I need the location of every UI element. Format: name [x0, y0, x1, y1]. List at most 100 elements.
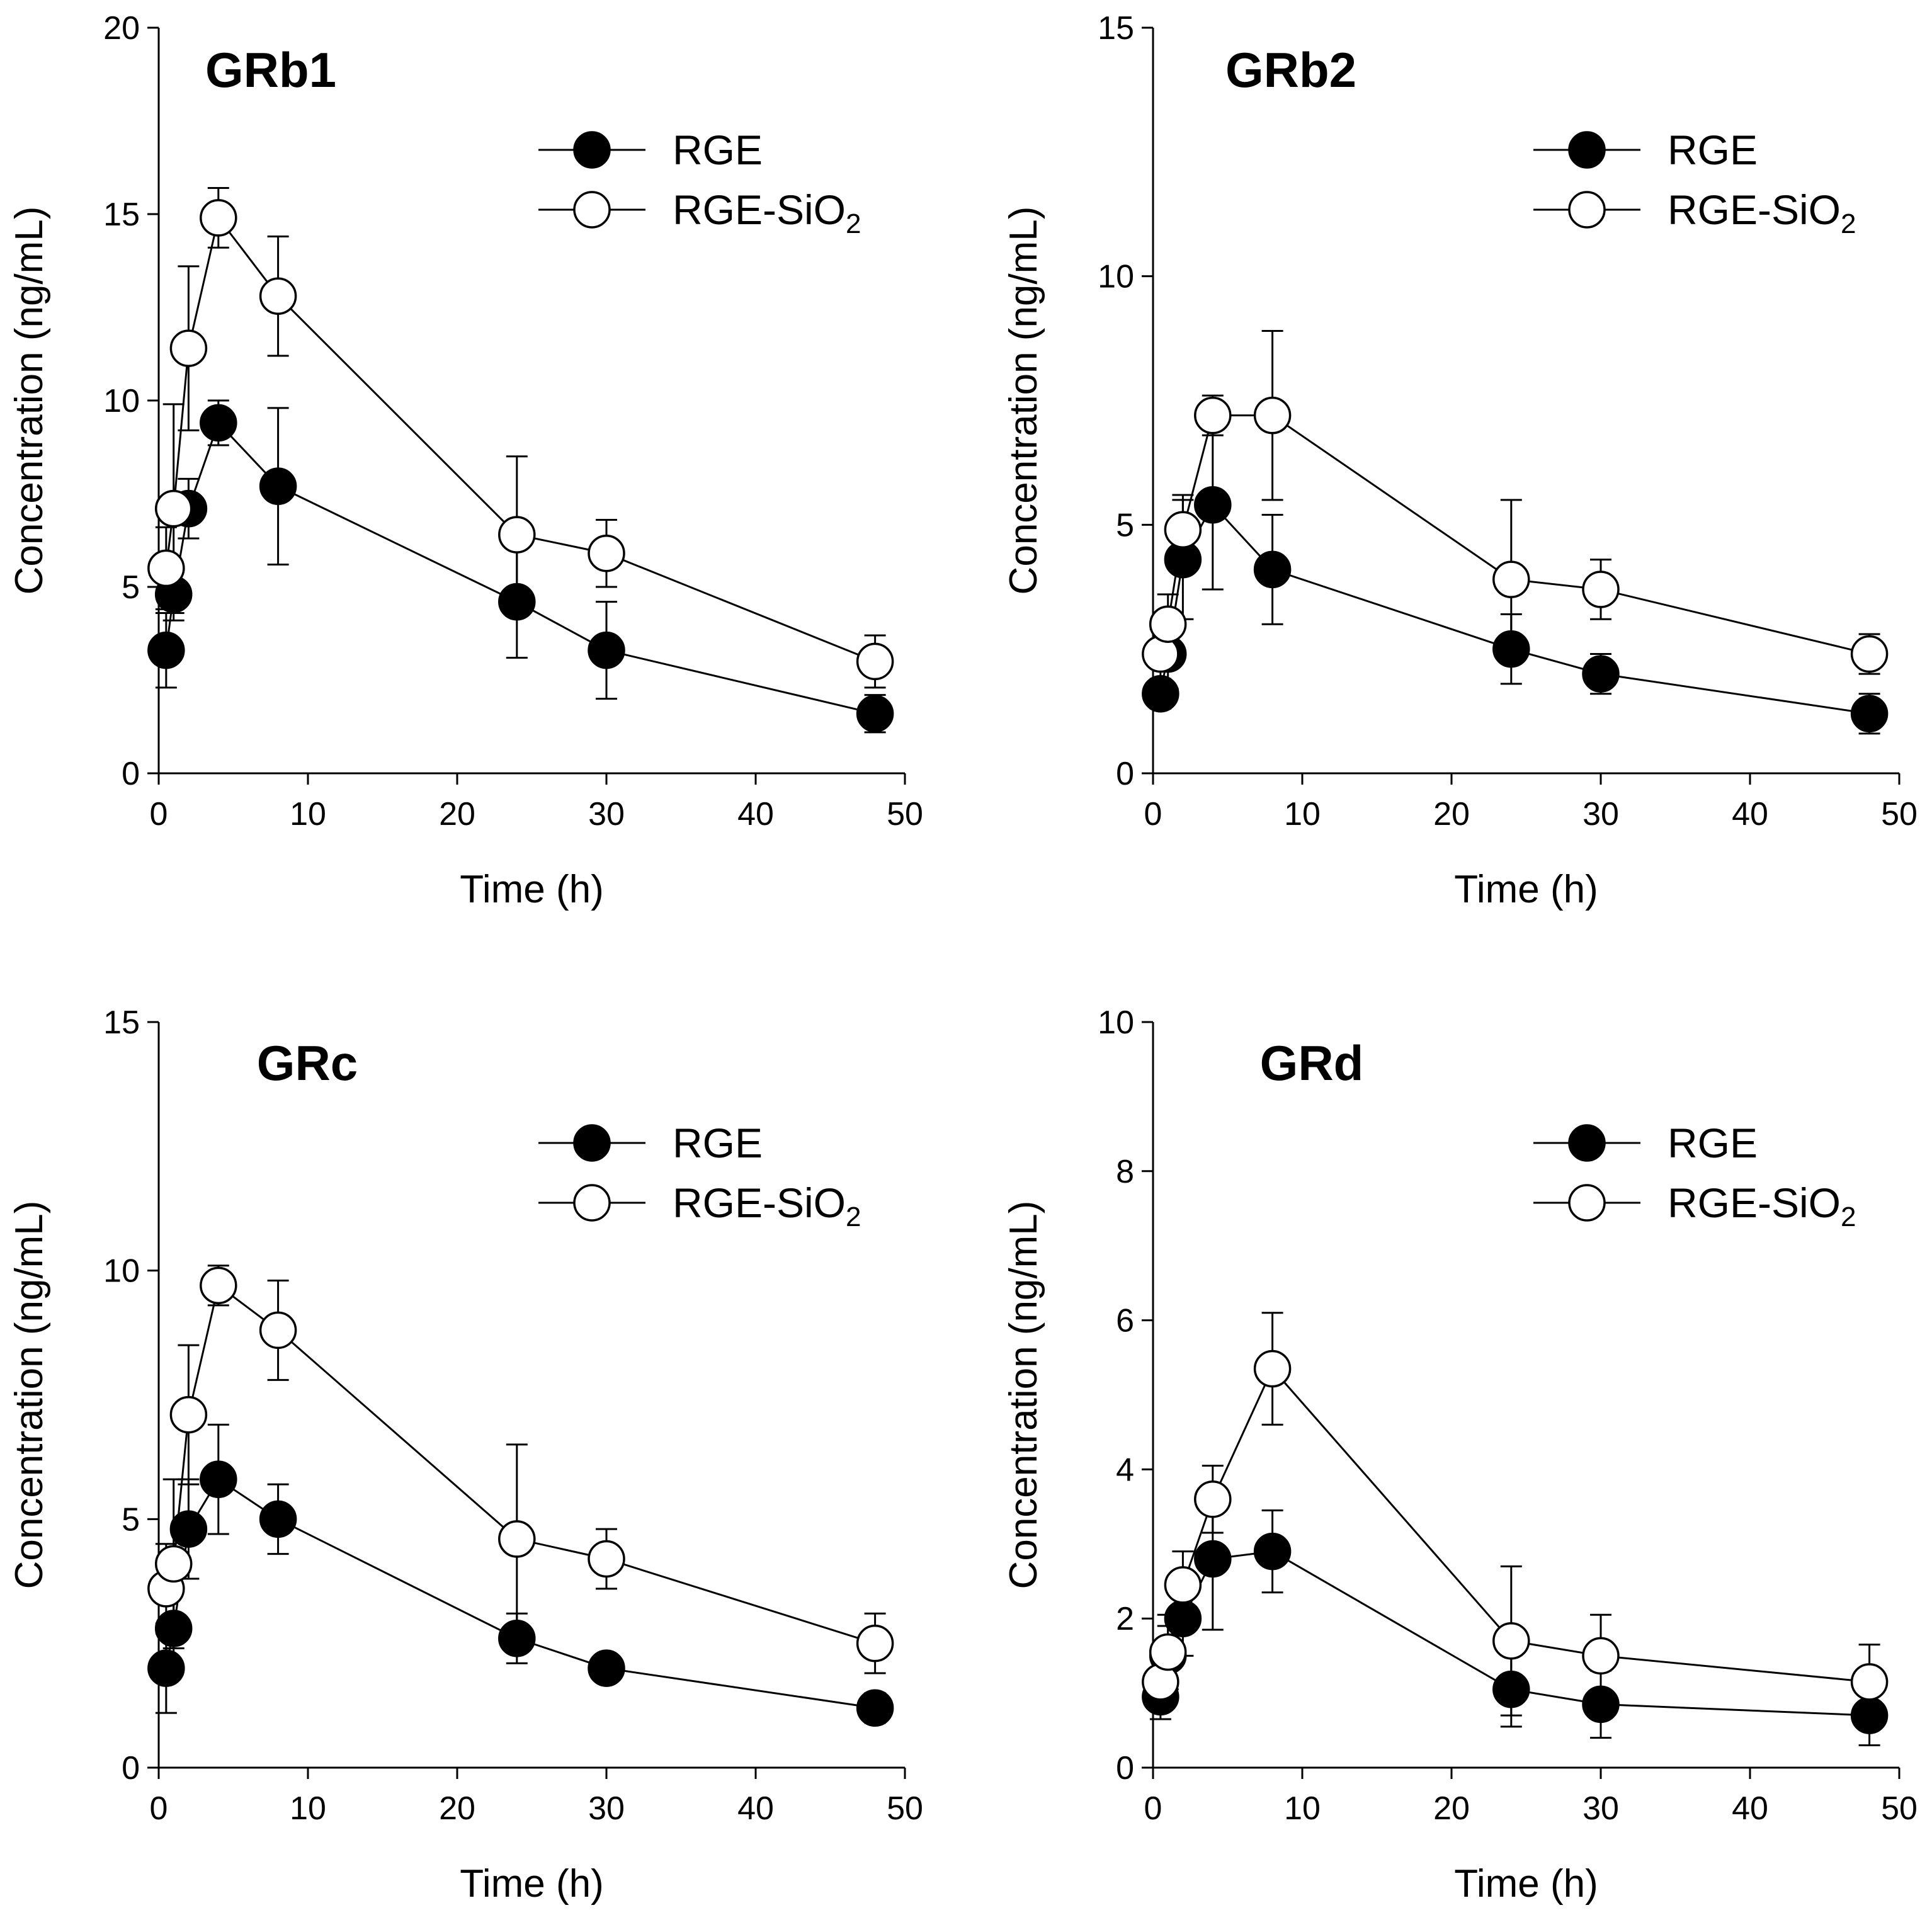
x-tick-label: 50 [1881, 796, 1918, 832]
legend-label-main: RGE [673, 1120, 763, 1166]
y-tick-label: 10 [1098, 259, 1134, 295]
legend-label-subscript: 2 [1841, 208, 1856, 239]
data-point [169, 1510, 208, 1548]
legend-label-main: RGE [673, 127, 763, 173]
data-point [856, 695, 894, 733]
legend-marker [573, 191, 611, 229]
x-tick-label: 20 [439, 1790, 475, 1827]
x-tick-label: 0 [150, 1790, 168, 1827]
x-axis-label: Time (h) [1454, 1862, 1598, 1906]
data-point [1142, 674, 1179, 713]
data-point [147, 631, 185, 669]
data-point [588, 534, 625, 572]
data-point [200, 1266, 237, 1305]
data-point [856, 1689, 894, 1727]
data-point [498, 516, 536, 554]
series-line [1159, 503, 1870, 715]
series-rge-sio2 [147, 1264, 894, 1674]
y-tick-label: 15 [103, 196, 140, 233]
x-tick-label: 20 [1433, 1790, 1470, 1827]
x-tick-label: 10 [1284, 1790, 1321, 1827]
x-tick-label: 0 [1144, 796, 1162, 832]
data-point [588, 1540, 625, 1578]
legend: RGE RGE-SiO2 [1533, 127, 1856, 239]
x-tick-label: 50 [887, 796, 923, 832]
chart-panel-grc: 0 10 20 30 40 50 0 5 10 15 Time (h) Concentration (… [8, 1004, 923, 1906]
series-rge [147, 1423, 894, 1727]
y-tick-label: 20 [103, 10, 140, 47]
data-point [1850, 1663, 1889, 1701]
data-point [856, 1624, 894, 1662]
legend-label-subscript: 2 [846, 208, 861, 239]
y-axis-label: Concentration (ng/mL) [1002, 1201, 1045, 1589]
data-point [200, 404, 237, 442]
x-tick-label: 40 [1732, 1790, 1768, 1827]
x-axis-label: Time (h) [460, 868, 603, 911]
chart-panel-grb1: 0 10 20 30 40 50 0 5 10 15 20 Time (h) Concentration… [8, 10, 923, 911]
data-point [1253, 550, 1292, 589]
legend-marker [1568, 1184, 1606, 1222]
legend: RGE RGE-SiO2 [538, 127, 861, 239]
legend-label: RGE-SiO2 [1668, 1179, 1856, 1232]
x-tick-label: 40 [737, 796, 774, 832]
data-point [1164, 511, 1202, 548]
y-tick-label: 0 [122, 756, 140, 792]
data-point [1253, 1350, 1292, 1388]
y-axis-label: Concentration (ng/mL) [8, 1201, 51, 1589]
series-line [165, 421, 875, 715]
data-point [169, 1395, 208, 1434]
data-point [1582, 571, 1620, 608]
data-point [1149, 605, 1187, 643]
legend-label: RGE-SiO2 [673, 186, 861, 239]
chart-panel-grb2: 0 10 20 30 40 50 0 5 10 15 Time (h) Concentration (… [1002, 10, 1918, 911]
data-point [1253, 396, 1292, 435]
x-tick-label: 10 [1284, 796, 1321, 832]
data-point [259, 1311, 297, 1350]
data-point [1194, 1480, 1232, 1518]
x-axis-label: Time (h) [1454, 868, 1598, 911]
data-point [259, 1500, 297, 1538]
data-point [1149, 1633, 1187, 1671]
legend-label-main: RGE-SiO [1668, 1179, 1841, 1226]
y-tick-label: 10 [103, 1253, 140, 1290]
series-rge-sio2 [1142, 329, 1889, 680]
y-tick-label: 8 [1116, 1154, 1134, 1190]
legend-label: RGE [1668, 1120, 1758, 1166]
y-tick-label: 5 [1116, 507, 1134, 543]
y-tick-label: 0 [1116, 756, 1134, 792]
series-line [1159, 414, 1870, 656]
data-point [169, 329, 208, 367]
data-point [147, 549, 185, 588]
x-tick-label: 30 [1583, 796, 1619, 832]
x-tick-label: 30 [1583, 1790, 1619, 1827]
y-tick-label: 5 [122, 1501, 140, 1538]
y-tick-label: 2 [1116, 1601, 1134, 1637]
panel-title: GRb1 [205, 42, 336, 98]
panel-title: GRb2 [1225, 42, 1356, 98]
legend-label: RGE [673, 127, 763, 173]
data-point [1582, 1637, 1620, 1675]
x-tick-label: 20 [439, 796, 475, 832]
x-tick-label: 10 [290, 796, 326, 832]
legend-marker [573, 1184, 611, 1222]
data-point [1492, 1622, 1530, 1660]
x-tick-label: 10 [290, 1790, 326, 1827]
series-rge-sio2 [147, 187, 894, 689]
y-tick-label: 0 [122, 1750, 140, 1787]
data-point [1164, 1566, 1202, 1604]
data-point [154, 1545, 193, 1583]
x-tick-label: 30 [588, 1790, 625, 1827]
legend-label-main: RGE [1668, 127, 1758, 173]
data-point [259, 277, 297, 315]
y-axis-label: Concentration (ng/mL) [8, 207, 51, 595]
y-tick-label: 6 [1116, 1303, 1134, 1339]
legend-label-subscript: 2 [846, 1202, 861, 1232]
x-tick-label: 40 [737, 1790, 774, 1827]
data-point [1582, 655, 1620, 693]
data-point [588, 631, 625, 669]
legend-label-main: RGE-SiO [673, 186, 846, 233]
x-axis-label: Time (h) [460, 1862, 603, 1906]
legend-label: RGE [1668, 127, 1758, 173]
data-point [200, 199, 237, 237]
y-axis-label: Concentration (ng/mL) [1002, 207, 1045, 595]
